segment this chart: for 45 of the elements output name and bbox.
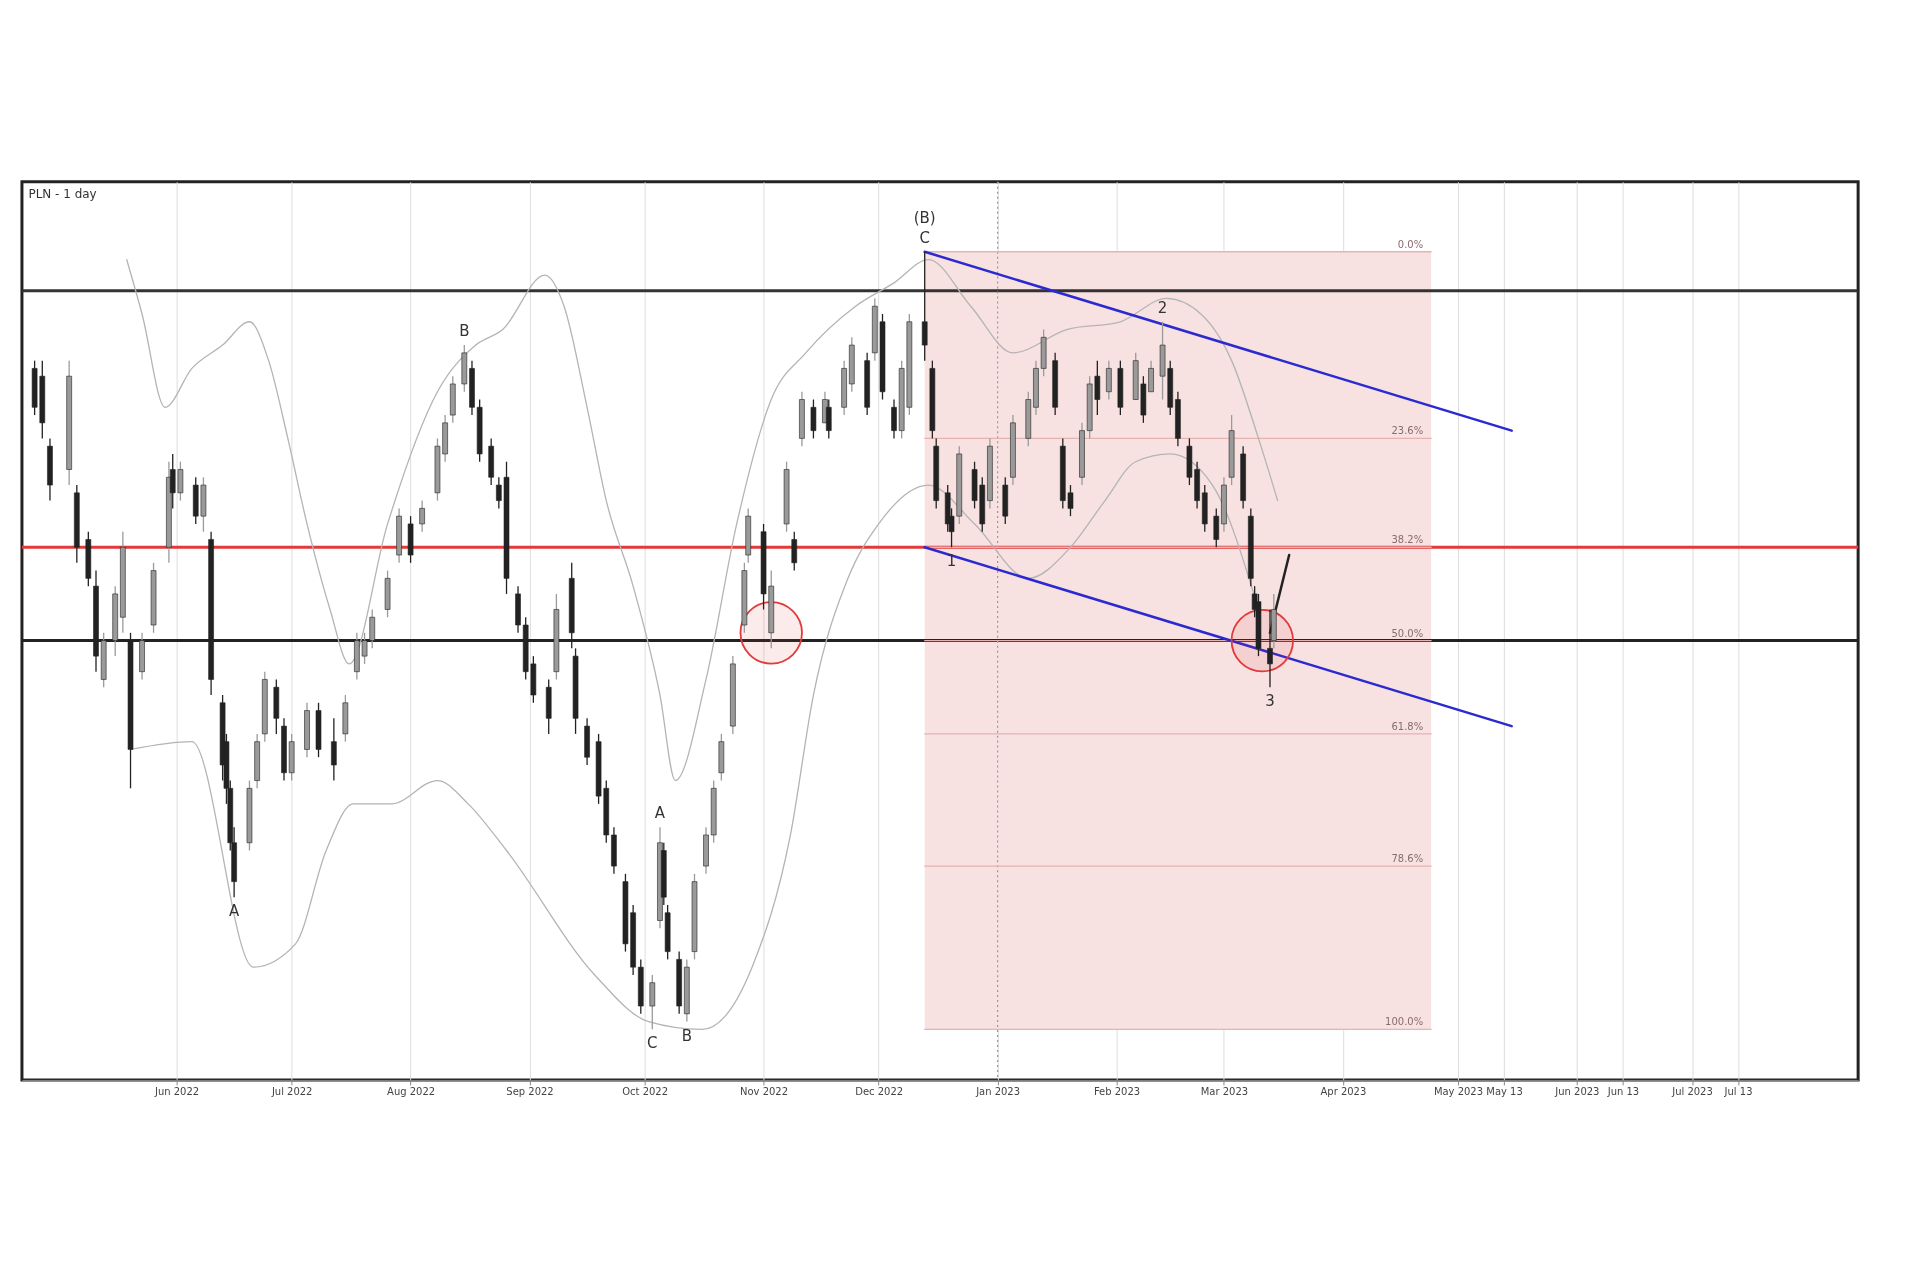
x-tick-label: Sep 2022 [506,1086,554,1098]
annotation: B [681,1026,692,1045]
candlestick [1213,507,1220,548]
x-tick-label: May 2023 [1433,1086,1484,1098]
x-tick-label: Jun 13 [1606,1086,1640,1098]
x-tick-label: Jun 2022 [154,1086,200,1098]
x-tick-label: Dec 2022 [855,1086,904,1098]
annotation: C [919,228,930,247]
annotation: 0.0% [1397,238,1424,250]
annotation: 2 [1157,298,1168,317]
annotation: 50.0% [1391,627,1424,639]
candlestick [921,251,928,362]
candlestick [331,717,337,782]
candlestick [419,499,425,533]
x-tick-label: Jul 2022 [270,1086,313,1098]
annotation: B [459,322,470,341]
x-tick-label: Mar 2023 [1200,1086,1249,1098]
x-tick-label: Jul 13 [1723,1086,1753,1098]
annotation: 1 [946,552,957,571]
candlestick [810,398,817,440]
annotation: 3 [1265,692,1275,711]
candlestick [891,398,897,440]
x-tick-label: Apr 2023 [1320,1086,1367,1098]
candlestick [791,531,798,572]
chart-title: PLN - 1 day [28,187,97,202]
candlestick [1106,359,1112,401]
x-tick-label: Oct 2022 [622,1086,669,1098]
x-tick-label: Aug 2022 [387,1086,436,1098]
annotation: C [647,1034,658,1053]
x-tick-label: Nov 2022 [740,1086,789,1098]
x-tick-label: May 13 [1486,1086,1523,1098]
annotation: A [654,804,666,823]
annotation: 78.6% [1391,853,1424,865]
x-tick-label: Jul 2023 [1671,1086,1713,1098]
candlestick [649,974,656,1031]
annotation: 38.2% [1391,534,1424,546]
annotation: A [229,902,240,921]
x-tick-label: Jan 2023 [975,1086,1021,1098]
annotation: 61.8% [1391,720,1424,732]
annotation: (B) [913,208,936,227]
annotation: 23.6% [1391,425,1424,437]
x-tick-label: Jun 2023 [1554,1086,1600,1098]
x-tick-label: Feb 2023 [1093,1086,1141,1098]
candlestick [825,398,832,440]
annotation: 100.0% [1385,1016,1424,1028]
